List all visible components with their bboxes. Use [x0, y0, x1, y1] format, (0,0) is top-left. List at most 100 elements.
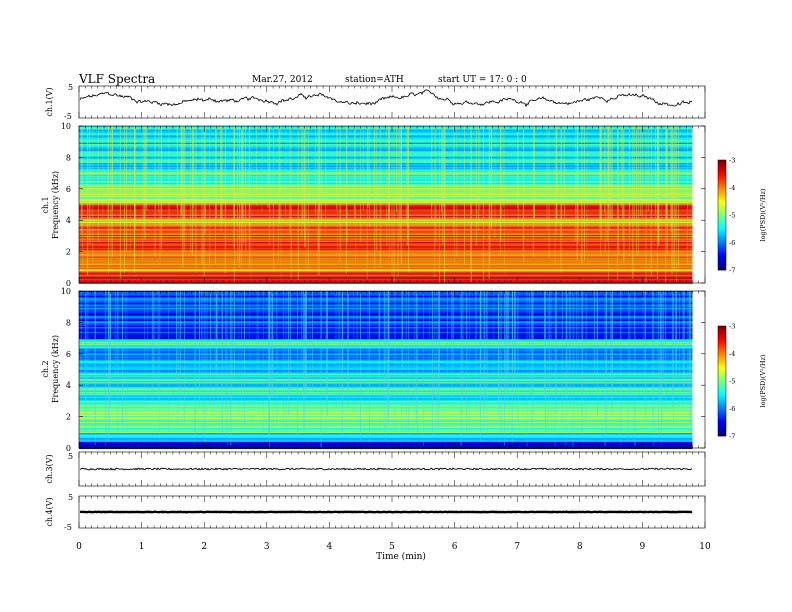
colorbar-swatch	[718, 370, 726, 373]
colorbar-swatch	[718, 408, 726, 411]
colorbar-swatch	[718, 360, 726, 363]
colorbar-swatch	[718, 430, 726, 433]
colorbar-swatch	[718, 434, 726, 437]
colorbar-frame	[717, 325, 727, 437]
frequency-tick-label: 2	[66, 413, 71, 422]
ch3-ylabel: ch.3(V)	[45, 454, 54, 483]
colorbar-swatch	[718, 209, 726, 212]
colorbar-swatch	[718, 366, 726, 369]
colorbar-tick-label: -5	[729, 212, 735, 220]
colorbar-swatch	[718, 257, 726, 260]
colorbar-swatch	[718, 349, 726, 352]
start-ut-label: start UT = 17: 0 : 0	[438, 75, 527, 85]
colorbar-swatch	[718, 382, 726, 385]
colorbar-swatch	[718, 337, 726, 340]
colorbar-swatch	[718, 182, 726, 185]
colorbar-swatch	[718, 200, 726, 203]
colorbar-swatch	[718, 237, 726, 240]
ch1-spectrogram-panel: ch.1 Frequency (kHz) 0 2 4 6 8 10	[41, 122, 706, 288]
colorbar-swatch	[718, 364, 726, 367]
colorbar-swatch	[718, 240, 726, 243]
ch2-spectrogram-image	[79, 291, 705, 450]
colorbar-swatch	[718, 399, 726, 402]
ch1-spectrogram-image	[79, 126, 705, 284]
colorbar-tick-label: -3	[729, 157, 735, 165]
colorbar-swatch	[718, 171, 726, 174]
colorbar-swatch	[718, 253, 726, 256]
colorbar-swatch	[718, 346, 726, 349]
colorbar-swatch	[718, 432, 726, 435]
ch1-frequency-ticks: 0 2 4 6 8 10	[61, 122, 705, 288]
frequency-tick-label: 10	[61, 122, 71, 131]
colorbar-swatch	[718, 218, 726, 221]
colorbar-swatch	[718, 417, 726, 420]
colorbar-swatch	[718, 266, 726, 269]
colorbar-swatch	[718, 414, 726, 417]
x-axis-label: Time (min)	[376, 551, 426, 562]
frequency-tick-label: 6	[66, 185, 71, 194]
colorbar-swatch	[718, 428, 726, 431]
colorbar-swatch	[718, 326, 726, 329]
colorbar-tick-label: -4	[729, 350, 735, 358]
colorbar-swatch	[718, 224, 726, 227]
ch1-waveform-trace	[79, 89, 693, 108]
colorbar-swatch	[718, 259, 726, 262]
colorbar-swatch	[718, 262, 726, 265]
time-tick-label: 2	[201, 542, 207, 552]
ch3-waveform-trace	[79, 467, 693, 471]
frequency-tick-label: 8	[66, 318, 71, 327]
colorbar-swatch	[718, 227, 726, 230]
colorbar-swatch	[718, 388, 726, 391]
colorbar-swatch	[718, 390, 726, 393]
time-tick-label: 4	[327, 542, 333, 552]
colorbar-swatch	[718, 204, 726, 207]
colorbar-swatch	[718, 357, 726, 360]
colorbar-swatch	[718, 205, 726, 208]
colorbar-swatch	[718, 362, 726, 365]
colorbar-swatch	[718, 415, 726, 418]
colorbar-swatch	[718, 174, 726, 177]
colorbar-swatch	[718, 331, 726, 334]
colorbar-swatch	[718, 194, 726, 197]
time-tick-label: 10	[699, 542, 711, 552]
colorbar-swatch	[718, 215, 726, 218]
colorbar-swatch	[718, 176, 726, 179]
time-tick-label: 9	[640, 542, 646, 552]
colorbar-swatch	[718, 180, 726, 183]
colorbar-swatch	[718, 375, 726, 378]
colorbar-swatch	[718, 373, 726, 376]
colorbar-tick-label: -7	[729, 267, 735, 275]
colorbar-swatch	[718, 342, 726, 345]
ch1-waveform-panel: ch.1(V) 5 -5	[45, 83, 706, 121]
colorbar-swatch	[718, 384, 726, 387]
colorbar-swatch	[718, 185, 726, 188]
colorbar-swatch	[718, 161, 726, 164]
ch1-ylabel: ch.1(V)	[45, 87, 54, 116]
frequency-tick-label: 10	[61, 287, 71, 296]
colorbar-swatch	[718, 371, 726, 374]
colorbar-swatch	[718, 406, 726, 409]
time-tick-label: 1	[139, 542, 145, 552]
colorbar-swatch	[718, 226, 726, 229]
colorbar-swatch	[718, 249, 726, 252]
time-tick-label: 3	[264, 542, 270, 552]
ch3-ytick-top: 5	[68, 452, 73, 461]
ch3-waveform-panel: ch.3(V) 5	[45, 451, 706, 487]
ch2-frequency-label: Frequency (kHz)	[51, 335, 60, 403]
time-tick-label: 0	[76, 542, 82, 552]
colorbar-swatch	[718, 421, 726, 424]
colorbar-swatch	[718, 386, 726, 389]
figure-title: VLF Spectra	[78, 72, 155, 86]
colorbar-swatch	[718, 327, 726, 330]
frequency-tick-label: 4	[66, 381, 71, 390]
colorbar-swatch	[718, 172, 726, 175]
colorbar-swatch	[718, 242, 726, 245]
colorbar-swatch	[718, 169, 726, 172]
colorbar-swatch	[718, 193, 726, 196]
frequency-tick-label: 4	[66, 216, 71, 225]
colorbar-swatch	[718, 213, 726, 216]
colorbar-swatch	[718, 216, 726, 219]
station-label: station=ATH	[345, 75, 404, 85]
colorbar-swatch	[718, 335, 726, 338]
colorbar-swatch	[718, 165, 726, 168]
